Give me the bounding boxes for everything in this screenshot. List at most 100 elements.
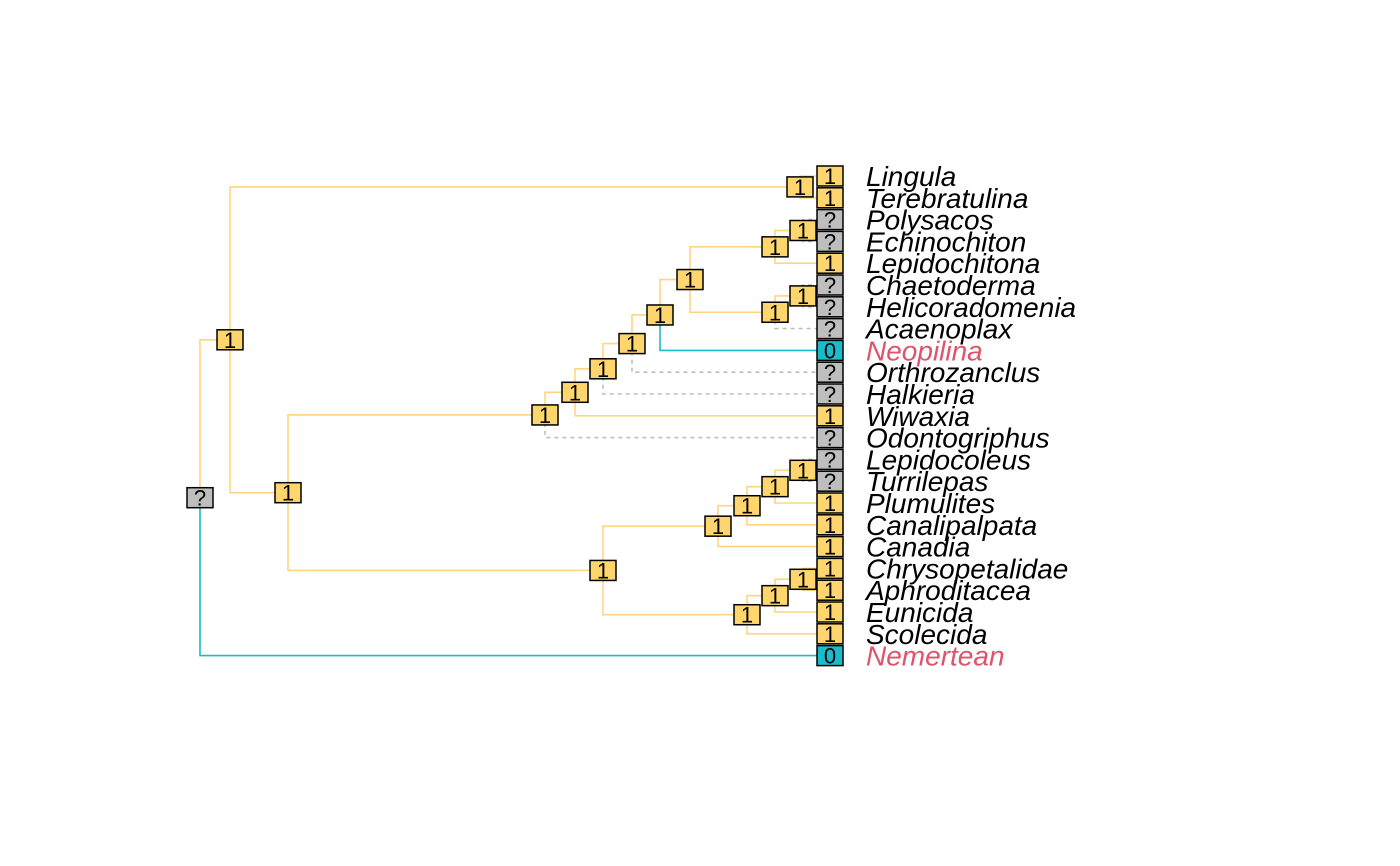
tip-state-aphroditacea: 1: [816, 578, 844, 603]
state-value: 1: [684, 268, 696, 293]
tip-state-lepidochitona: 1: [816, 251, 844, 276]
state-value: 1: [797, 219, 809, 244]
state-box: [816, 339, 844, 362]
tip-state-eunicida: 1: [816, 600, 844, 625]
state-box: [816, 623, 844, 645]
state-box: [816, 274, 844, 296]
branch-acaenoplax: [774, 312, 830, 330]
state-value: 1: [539, 403, 551, 428]
branch-j: [689, 246, 775, 280]
tip-state-halkieria: ?: [816, 382, 844, 407]
tip-label-canalipalpata: Canalipalpata: [866, 510, 1037, 541]
node-o-state: 1: [704, 514, 732, 539]
tree-branches: [199, 175, 830, 657]
tip-label-acaenoplax: Acaenoplax: [864, 314, 1013, 345]
state-value: 1: [824, 513, 836, 538]
node-d-state: 1: [531, 403, 559, 428]
state-box: [816, 644, 844, 667]
tip-state-lingula: 1: [816, 164, 844, 189]
branch-wiwaxia: [574, 392, 830, 417]
state-value: ?: [824, 360, 836, 385]
state-box: [676, 268, 704, 291]
state-box: [789, 459, 817, 482]
state-box: [816, 601, 844, 623]
tip-state-helicoradomenia: ?: [816, 295, 844, 320]
branch-neopilina: [659, 314, 830, 352]
state-box: [789, 285, 817, 307]
branch-odontogriphus: [544, 414, 830, 439]
state-value: 0: [824, 338, 836, 363]
state-box: [733, 494, 761, 517]
node-root-state: ?: [186, 486, 214, 511]
tip-label-eunicida: Eunicida: [866, 597, 973, 628]
branch-b: [229, 339, 288, 494]
state-value: 1: [741, 603, 753, 628]
state-value: ?: [824, 382, 836, 407]
tip-label-halkieria: Halkieria: [866, 379, 975, 410]
tip-state-canalipalpata: 1: [816, 513, 844, 538]
state-value: 1: [769, 475, 781, 500]
state-box: [646, 304, 674, 326]
state-box: [816, 187, 844, 209]
tip-label-polysacos: Polysacos: [866, 205, 994, 236]
state-box: [816, 317, 844, 340]
node-h-state: 1: [646, 303, 674, 328]
tip-state-odontogriphus: ?: [816, 426, 844, 451]
state-value: 1: [824, 251, 836, 276]
state-box: [816, 579, 844, 601]
tip-state-chrysopetalidae: 1: [816, 556, 844, 581]
tip-state-wiwaxia: 1: [816, 404, 844, 429]
state-box: [816, 252, 844, 274]
state-box: [216, 329, 244, 351]
state-value: ?: [824, 208, 836, 233]
branch-d: [287, 414, 545, 493]
state-box: [761, 475, 789, 498]
state-value: 1: [824, 535, 836, 560]
tip-state-orthrozanclus: ?: [816, 360, 844, 385]
state-box: [761, 584, 789, 607]
tip-state-acaenoplax: ?: [816, 317, 844, 342]
tip-state-scolecida: 1: [816, 622, 844, 647]
tip-state-turrilepas: ?: [816, 469, 844, 494]
state-value: ?: [824, 295, 836, 320]
state-box: [816, 448, 844, 471]
node-f-state: 1: [589, 357, 617, 382]
node-g-state: 1: [618, 332, 646, 357]
node-a-state: 1: [216, 328, 244, 353]
state-value: 1: [797, 284, 809, 309]
node-q-state: 1: [761, 475, 789, 500]
tip-label-aphroditacea: Aphroditacea: [864, 575, 1031, 606]
state-value: 0: [824, 644, 836, 669]
state-value: 1: [769, 584, 781, 609]
node-p-state: 1: [733, 494, 761, 519]
state-value: 1: [824, 164, 836, 189]
state-box: [589, 559, 617, 582]
tip-label-helicoradomenia: Helicoradomenia: [866, 292, 1076, 323]
state-value: 1: [824, 491, 836, 516]
node-i-state: 1: [676, 268, 704, 293]
state-value: 1: [797, 458, 809, 483]
tip-label-chrysopetalidae: Chrysopetalidae: [866, 553, 1068, 584]
state-box: [589, 358, 617, 380]
state-box: [733, 603, 761, 626]
state-box: [816, 361, 844, 383]
state-box: [816, 230, 844, 253]
branch-c: [229, 186, 800, 340]
node-b-state: 1: [274, 481, 302, 506]
branch-n: [287, 492, 603, 572]
state-value: ?: [824, 317, 836, 342]
state-value: 1: [626, 332, 638, 357]
state-box: [789, 568, 817, 591]
state-value: 1: [597, 357, 609, 382]
state-value: 1: [797, 567, 809, 592]
tip-label-orthrozanclus: Orthrozanclus: [866, 357, 1040, 388]
state-box: [816, 165, 844, 187]
state-box: [816, 535, 844, 558]
tip-label-lepidocoleus: Lepidocoleus: [866, 444, 1031, 475]
state-value: 1: [824, 622, 836, 647]
state-box: [618, 332, 646, 355]
state-box: [561, 381, 589, 404]
state-value: 1: [597, 558, 609, 583]
tip-label-wiwaxia: Wiwaxia: [866, 401, 970, 432]
